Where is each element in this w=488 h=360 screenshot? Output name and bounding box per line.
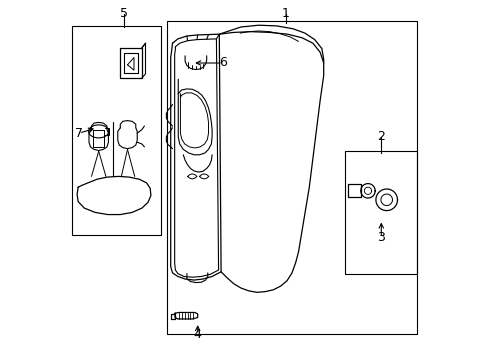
- Text: 4: 4: [193, 328, 201, 341]
- Text: 5: 5: [120, 7, 128, 20]
- Text: 1: 1: [282, 7, 289, 20]
- Text: 2: 2: [377, 130, 385, 143]
- Text: 3: 3: [377, 231, 385, 244]
- Text: 7: 7: [75, 127, 83, 140]
- Text: 6: 6: [219, 57, 226, 69]
